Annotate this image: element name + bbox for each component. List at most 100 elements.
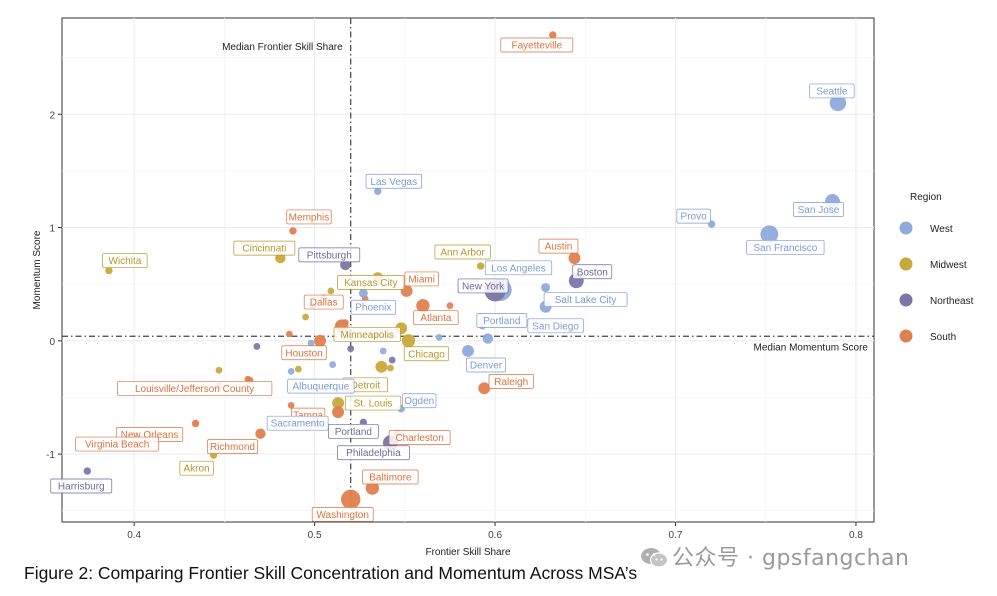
- data-point-tampa: [332, 406, 345, 419]
- data-point: [287, 367, 295, 375]
- point-label-box: [527, 318, 584, 334]
- data-point-phoenix: [358, 288, 368, 298]
- label-atlanta: Atlanta: [413, 310, 459, 326]
- point-label-box: [207, 439, 258, 455]
- point-label-box: [476, 313, 528, 328]
- point-label-text: Detroit: [351, 380, 381, 391]
- point-label-box: [793, 202, 844, 217]
- label-fayetteville: Fayetteville: [500, 37, 574, 53]
- label-chicago: Chicago: [403, 346, 450, 362]
- point-label-text: Austin: [545, 242, 573, 253]
- point-label-text: Portland: [483, 316, 520, 327]
- data-point: [327, 287, 335, 295]
- point-label-text: Boston: [577, 267, 608, 278]
- data-point-austin: [568, 252, 581, 265]
- point-label-box: [179, 460, 214, 476]
- label-los-angeles: Los Angeles: [484, 260, 553, 276]
- legend: Region West Midwest Northeast South: [899, 192, 974, 343]
- data-point: [287, 401, 295, 409]
- data-point-baltimore: [365, 481, 380, 495]
- point-label-text: Philadelphia: [346, 448, 401, 459]
- point-label-box: [287, 378, 355, 394]
- legend-swatch-midwest: [899, 257, 913, 271]
- point-label-box: [488, 374, 534, 389]
- point-label-box: [500, 37, 574, 53]
- point-label-box: [538, 238, 579, 254]
- point-label-text: Richmond: [210, 442, 255, 453]
- label-san-francisco: San Francisco: [746, 239, 825, 255]
- data-point: [387, 364, 394, 372]
- data-point-pittsburgh: [340, 259, 351, 271]
- data-point-salt-lake-city: [541, 283, 551, 293]
- label-ann-arbor: Ann Arbor: [434, 244, 491, 260]
- point-label-box: [75, 436, 160, 452]
- label-provo: Provo: [676, 208, 711, 224]
- point-label-text: Seattle: [816, 86, 848, 97]
- point-label-text: Phoenix: [355, 303, 391, 314]
- point-label-box: [457, 278, 509, 294]
- point-label-text: Portland: [335, 427, 372, 438]
- label-las-vegas: Las Vegas: [365, 173, 422, 189]
- data-point: [329, 361, 337, 368]
- label-phoenix: Phoenix: [350, 299, 396, 315]
- label-albuquerque: Albuquerque: [287, 378, 355, 394]
- label-akron: Akron: [179, 460, 214, 476]
- x-axis-label: Frontier Skill Share: [425, 547, 510, 558]
- point-label-box: [327, 423, 379, 439]
- point-label-text: Fayetteville: [512, 40, 563, 51]
- plot-background: [61, 17, 875, 523]
- data-point-fayetteville: [549, 31, 557, 39]
- x-tick-label: 0.7: [669, 530, 683, 541]
- point-label-box: [333, 326, 401, 342]
- x-tick-label: 0.8: [849, 530, 863, 541]
- wechat-icon: [641, 548, 668, 568]
- point-label-box: [403, 346, 450, 362]
- point-label-box: [676, 208, 711, 224]
- label-pittsburgh: Pittsburgh: [298, 247, 361, 263]
- point-label-text: Ogden: [404, 396, 434, 407]
- y-axis-label: Momentum Score: [32, 230, 43, 309]
- label-boston: Boston: [572, 264, 613, 280]
- data-point-chicago: [401, 334, 416, 348]
- y-tick-label: 0: [49, 337, 55, 348]
- legend-label-northeast: Northeast: [930, 296, 974, 307]
- label-dallas: Dallas: [303, 294, 344, 310]
- point-label-text: San Diego: [532, 321, 579, 332]
- point-label-box: [362, 469, 419, 485]
- point-label-text: Baltimore: [369, 473, 412, 484]
- data-point-wichita: [105, 266, 113, 275]
- point-label-box: [337, 275, 405, 290]
- x-tick-label: 0.5: [308, 530, 322, 541]
- data-point-washington: [341, 489, 361, 510]
- point-label-box: [388, 430, 451, 446]
- point-label-text: Las Vegas: [370, 177, 417, 188]
- plot-panel: [61, 17, 875, 523]
- point-label-box: [102, 253, 148, 268]
- point-label-text: Memphis: [289, 212, 330, 223]
- label-denver: Denver: [466, 357, 506, 373]
- legend-swatch-west: [899, 221, 913, 235]
- label-austin: Austin: [538, 238, 579, 254]
- label-virginia-beach: Virginia Beach: [75, 436, 160, 452]
- point-label-box: [402, 393, 437, 409]
- label-new-york: New York: [457, 278, 509, 294]
- point-label-box: [404, 271, 439, 287]
- point-label-text: Louisville/Jefferson County: [135, 384, 254, 395]
- data-point-atlanta: [416, 298, 430, 313]
- label-houston: Houston: [281, 345, 327, 361]
- point-label-text: Pittsburgh: [307, 250, 352, 261]
- label-st-louis: St. Louis: [344, 395, 402, 411]
- legend-label-west: West: [930, 224, 953, 235]
- data-point-houston: [314, 334, 326, 347]
- data-point: [388, 356, 396, 364]
- data-point: [347, 345, 355, 353]
- point-label-text: Albuquerque: [293, 382, 350, 393]
- data-point: [302, 313, 309, 321]
- label-philadelphia: Philadelphia: [337, 445, 410, 461]
- point-label-text: Dallas: [310, 298, 338, 309]
- label-salt-lake-city: Salt Lake City: [543, 292, 628, 307]
- point-label-text: Akron: [184, 464, 210, 475]
- point-label-box: [365, 173, 422, 189]
- label-sacramento: Sacramento: [266, 415, 329, 431]
- point-label-text: Los Angeles: [491, 263, 546, 274]
